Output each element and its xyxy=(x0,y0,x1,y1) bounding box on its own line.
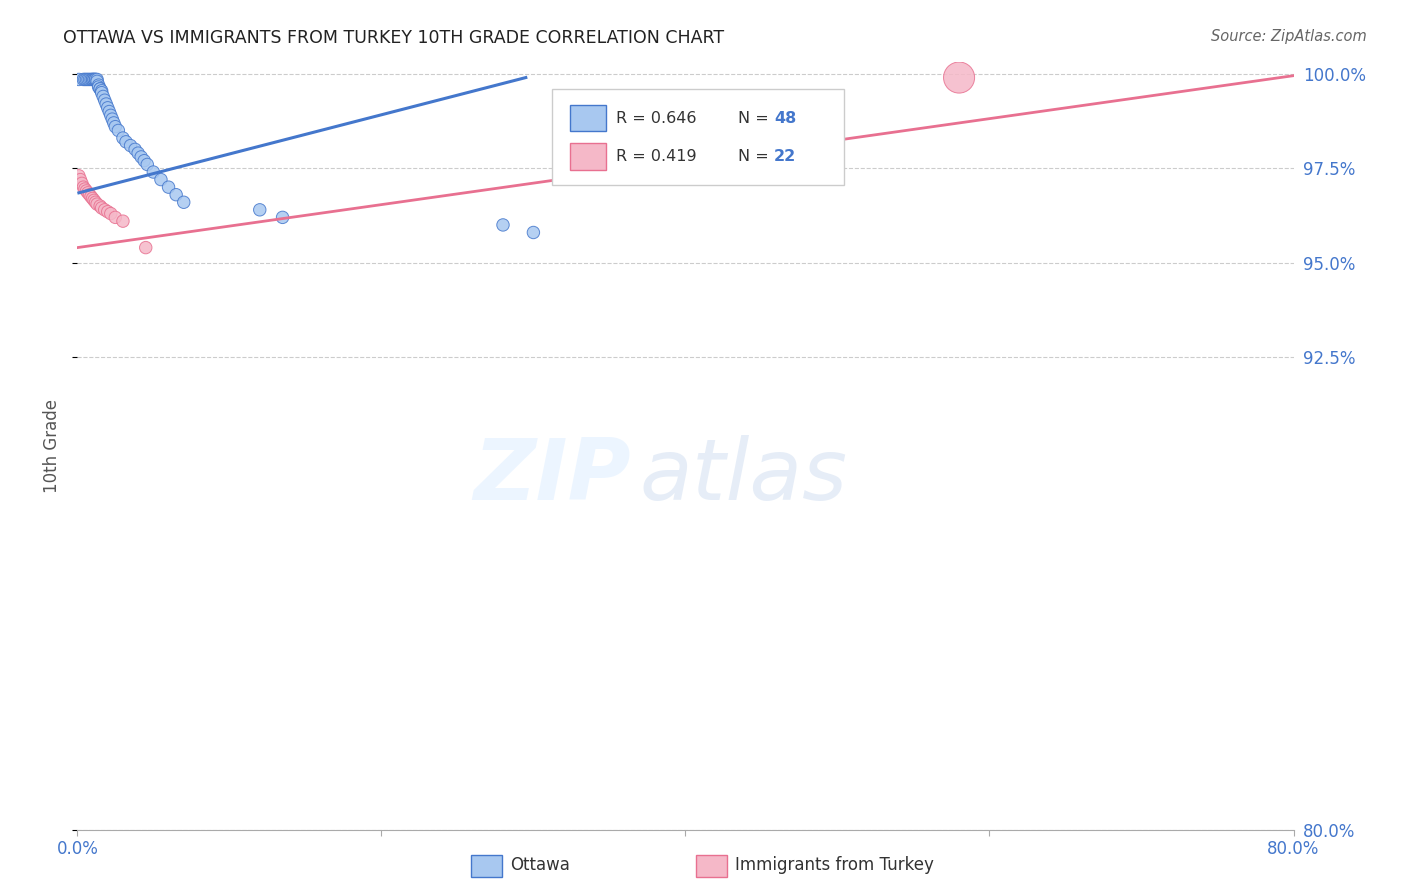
Point xyxy=(492,218,515,232)
Point xyxy=(79,72,101,87)
Point xyxy=(89,82,111,96)
Text: atlas: atlas xyxy=(640,435,848,518)
Point xyxy=(97,204,120,219)
Point xyxy=(127,146,149,161)
Point xyxy=(157,180,180,194)
Point xyxy=(142,165,165,179)
Point xyxy=(96,97,118,112)
Point xyxy=(73,72,96,87)
Point xyxy=(124,142,146,156)
Point xyxy=(84,72,107,87)
Point xyxy=(82,192,104,206)
Point xyxy=(103,116,125,130)
Y-axis label: 10th Grade: 10th Grade xyxy=(42,399,60,493)
Point xyxy=(77,72,100,87)
Point xyxy=(271,211,294,225)
Point xyxy=(149,172,172,186)
Point xyxy=(91,89,114,103)
Point xyxy=(97,101,120,115)
Text: N =: N = xyxy=(738,111,773,126)
Point xyxy=(100,108,122,122)
Point xyxy=(67,169,90,183)
Point xyxy=(120,138,142,153)
Text: N =: N = xyxy=(738,149,773,163)
Point xyxy=(136,157,159,171)
Point xyxy=(129,150,152,164)
Point xyxy=(86,72,108,87)
Text: ZIP: ZIP xyxy=(472,435,631,518)
Point xyxy=(93,93,115,107)
Point xyxy=(89,82,111,96)
Point xyxy=(72,180,94,194)
Text: R = 0.646: R = 0.646 xyxy=(616,111,696,126)
Point xyxy=(83,194,105,208)
Point xyxy=(104,120,127,134)
Point xyxy=(70,177,93,191)
Point xyxy=(84,72,107,87)
FancyBboxPatch shape xyxy=(569,104,606,131)
Point xyxy=(90,201,112,215)
Text: Immigrants from Turkey: Immigrants from Turkey xyxy=(735,856,934,874)
Point xyxy=(83,72,105,87)
Point xyxy=(93,202,115,217)
Text: Ottawa: Ottawa xyxy=(510,856,571,874)
Point xyxy=(89,199,111,213)
Point xyxy=(69,172,91,186)
Point xyxy=(75,72,97,87)
Point xyxy=(80,189,103,203)
Point xyxy=(173,195,195,210)
Point xyxy=(77,186,100,200)
FancyBboxPatch shape xyxy=(569,143,606,169)
Point xyxy=(522,226,544,240)
Point xyxy=(84,195,107,210)
Point xyxy=(111,131,134,145)
Text: Source: ZipAtlas.com: Source: ZipAtlas.com xyxy=(1211,29,1367,45)
Point xyxy=(98,104,121,119)
Text: R = 0.419: R = 0.419 xyxy=(616,149,697,163)
Point xyxy=(165,187,187,202)
FancyBboxPatch shape xyxy=(471,855,502,877)
Text: OTTAWA VS IMMIGRANTS FROM TURKEY 10TH GRADE CORRELATION CHART: OTTAWA VS IMMIGRANTS FROM TURKEY 10TH GR… xyxy=(63,29,724,47)
Point xyxy=(100,206,122,220)
Point xyxy=(87,80,110,95)
Point xyxy=(75,184,97,198)
Text: 48: 48 xyxy=(775,111,796,126)
Point xyxy=(104,211,127,225)
Point xyxy=(86,197,108,211)
Point xyxy=(79,187,101,202)
Point xyxy=(115,135,138,149)
Point xyxy=(82,72,104,87)
FancyBboxPatch shape xyxy=(696,855,727,877)
Point xyxy=(134,153,156,168)
Point xyxy=(80,72,103,87)
Point xyxy=(82,72,104,87)
Point xyxy=(90,86,112,100)
Point xyxy=(86,74,108,88)
Point xyxy=(83,72,105,87)
Point xyxy=(87,78,110,92)
Point xyxy=(135,241,157,255)
Point xyxy=(101,112,124,127)
Text: 22: 22 xyxy=(775,149,796,163)
Point xyxy=(249,202,271,217)
FancyBboxPatch shape xyxy=(551,89,844,186)
Point xyxy=(107,123,129,137)
Point xyxy=(73,182,96,196)
Point xyxy=(72,72,94,87)
Point xyxy=(948,70,970,85)
Point xyxy=(111,214,134,228)
Point xyxy=(67,72,90,87)
Point xyxy=(90,84,112,98)
